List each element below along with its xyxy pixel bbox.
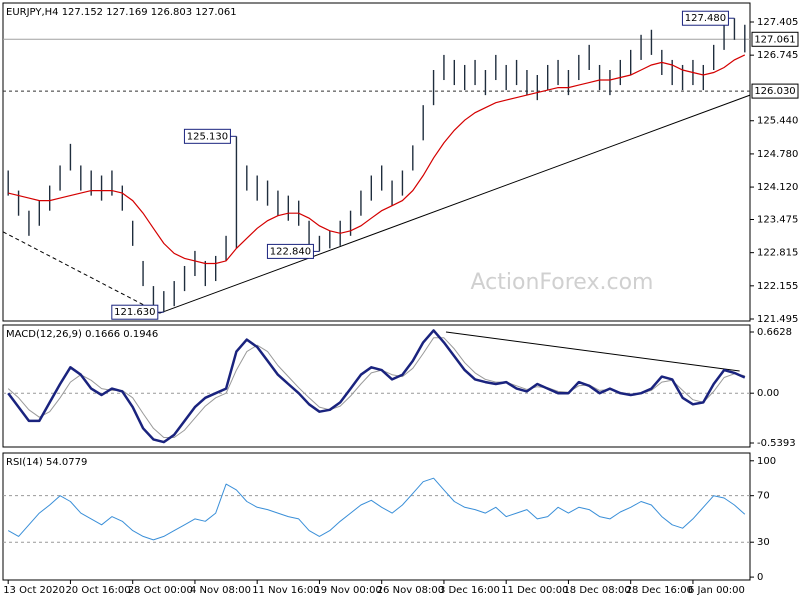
trend-line <box>2 231 160 314</box>
x-tick-label: 6 Jan 00:00 <box>688 585 745 596</box>
x-tick-label: 11 Dec 00:00 <box>501 585 568 596</box>
moving-average <box>8 54 746 265</box>
annotation-label: 121.630 <box>114 307 155 318</box>
y-tick-label: 70 <box>757 491 770 502</box>
x-tick-label: 28 Oct 00:00 <box>128 585 193 596</box>
y-tick-label: 100 <box>757 456 776 467</box>
indicator-line <box>7 477 746 541</box>
watermark: ActionForex.com <box>471 270 654 295</box>
y-tick-label: 121.495 <box>757 314 798 325</box>
y-tick-label: 30 <box>757 537 770 548</box>
annotation-label: 127.480 <box>685 13 726 24</box>
y-tick-label: 0 <box>757 572 763 583</box>
annotation-box <box>681 10 729 26</box>
x-tick-label: 26 Nov 08:00 <box>377 585 444 596</box>
panel-frame <box>2 2 751 322</box>
indicator-line <box>7 329 746 444</box>
panel-title: MACD(12,26,9) 0.1666 0.1946 <box>6 329 158 340</box>
y-tick-label: 122.815 <box>757 248 798 259</box>
y-tick-label: 0.00 <box>757 388 779 399</box>
y-tick-label: 125.440 <box>757 116 798 127</box>
panel-title: EURJPY,H4 127.152 127.169 126.803 127.06… <box>6 7 237 18</box>
x-tick-label: 28 Dec 16:00 <box>626 585 693 596</box>
x-tick-label: 18 Dec 08:00 <box>563 585 630 596</box>
x-tick-label: 3 Dec 16:00 <box>439 585 500 596</box>
y-tick-label: 126.745 <box>757 50 798 61</box>
price-label-box <box>751 31 799 47</box>
price-label-box <box>751 83 799 99</box>
annotation-box <box>266 243 314 259</box>
trend-line <box>445 331 740 372</box>
annotation-label: 122.840 <box>270 246 311 257</box>
y-tick-label: 122.155 <box>757 281 798 292</box>
x-tick-label: 20 Oct 16:00 <box>65 585 130 596</box>
panel-frame <box>2 324 751 448</box>
price-label: 126.030 <box>754 86 795 97</box>
annotation-label: 125.130 <box>187 131 228 142</box>
x-tick-label: 13 Oct 2020 <box>3 585 65 596</box>
x-tick-label: 19 Nov 00:00 <box>314 585 381 596</box>
x-tick-label: 11 Nov 16:00 <box>252 585 319 596</box>
y-tick-label: -0.5393 <box>757 438 796 449</box>
y-tick-label: 0.6628 <box>757 327 792 338</box>
annotation-box <box>183 128 231 144</box>
y-tick-label: 124.780 <box>757 149 798 160</box>
indicator-line <box>7 337 745 438</box>
x-tick-label: 4 Nov 08:00 <box>190 585 251 596</box>
y-tick-label: 127.405 <box>757 17 798 28</box>
panel-title: RSI(14) 54.0779 <box>6 457 87 468</box>
y-tick-label: 124.120 <box>757 182 798 193</box>
panel-frame <box>2 452 751 581</box>
y-tick-label: 123.475 <box>757 214 798 225</box>
price-label: 127.061 <box>754 34 795 45</box>
trend-line <box>159 94 751 314</box>
annotation-box <box>111 304 159 320</box>
